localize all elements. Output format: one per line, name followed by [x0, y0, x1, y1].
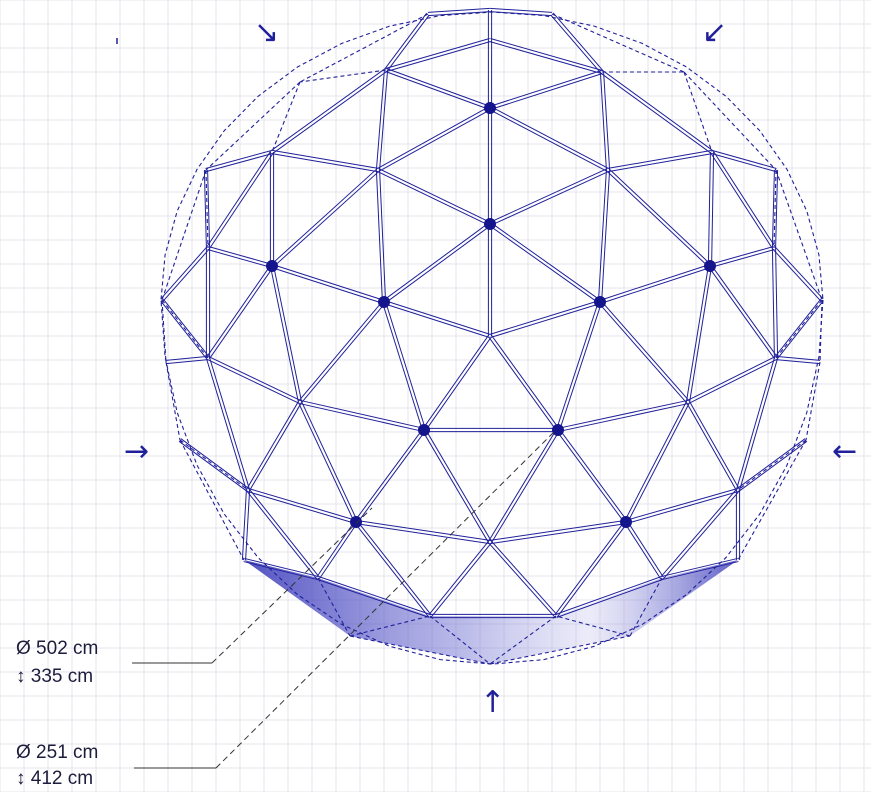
dome-floor-section	[244, 560, 738, 664]
node-dot-icon	[378, 296, 390, 308]
arrow-left-icon: →	[124, 434, 150, 469]
dimension-1-height: ↕ 335 cm	[16, 666, 94, 687]
dome-nodes	[266, 102, 716, 528]
node-dot-icon	[484, 102, 496, 114]
arrow-top-right-icon: ↙	[702, 15, 728, 50]
node-dot-icon	[552, 424, 564, 436]
node-dot-icon	[350, 516, 362, 528]
dimension-1-diameter: Ø 502 cm	[16, 638, 99, 659]
arrow-top-left-icon: ↘	[254, 15, 280, 50]
node-dot-icon	[704, 260, 716, 272]
dome-back-edges	[160, 11, 824, 665]
dimension-2-diameter: Ø 251 cm	[16, 742, 99, 763]
node-dot-icon	[594, 296, 606, 308]
arrow-bottom-icon: ↑	[480, 685, 506, 720]
arrow-right-icon: ←	[832, 434, 858, 469]
node-dot-icon	[484, 218, 496, 230]
dome-front-struts	[160, 7, 824, 619]
node-dot-icon	[418, 424, 430, 436]
node-dot-icon	[266, 260, 278, 272]
dimension-2-height: ↕ 412 cm	[16, 768, 94, 789]
dimension-leaders	[116, 38, 557, 769]
node-dot-icon	[620, 516, 632, 528]
